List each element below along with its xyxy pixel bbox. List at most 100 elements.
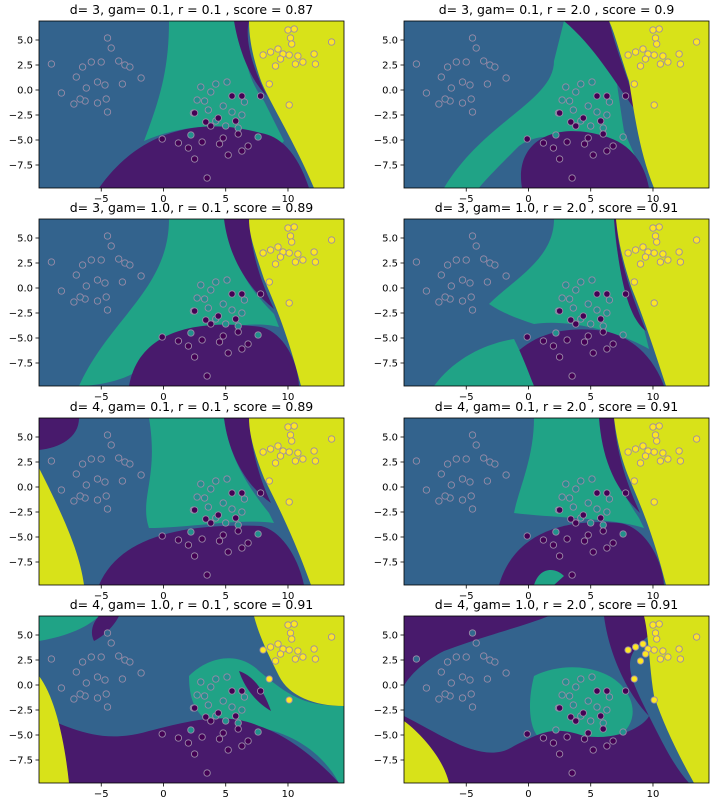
x-tick-label: 5: [588, 789, 594, 800]
data-point: [288, 238, 296, 246]
data-point: [82, 282, 90, 290]
data-point: [190, 506, 199, 514]
data-point: [435, 100, 443, 108]
data-point: [569, 106, 577, 114]
data-point: [286, 34, 295, 42]
data-point: [468, 306, 477, 314]
data-point: [212, 80, 220, 88]
data-point: [587, 717, 595, 725]
data-point: [502, 471, 510, 479]
data-point: [47, 258, 56, 266]
data-point: [603, 111, 611, 119]
data-point: [271, 62, 280, 70]
y-tick-label: −7.5: [374, 359, 398, 370]
data-point: [222, 717, 230, 725]
data-point: [572, 485, 580, 493]
data-point: [285, 646, 293, 654]
data-point: [193, 294, 201, 302]
x-tick-label: 5: [223, 392, 229, 403]
data-point: [619, 133, 627, 141]
data-point: [187, 329, 195, 337]
data-point: [502, 74, 510, 82]
data-point: [266, 445, 275, 453]
subplot-5: d= 4, gam= 0.1, r = 0.1 , score = 0.89 −5…: [9, 399, 345, 602]
data-point: [158, 730, 166, 738]
data-point: [207, 519, 215, 527]
data-point: [187, 528, 195, 536]
data-point: [569, 503, 577, 511]
data-point: [549, 541, 558, 549]
data-point: [285, 696, 293, 704]
data-point: [587, 122, 595, 130]
data-point: [599, 124, 607, 132]
data-point: [70, 298, 78, 306]
data-point: [599, 527, 607, 535]
data-point: [103, 34, 112, 42]
data-point: [650, 299, 658, 307]
data-point: [240, 495, 249, 503]
data-point: [580, 140, 589, 148]
data-point: [103, 431, 112, 439]
x-tick-label: 10: [282, 392, 295, 403]
axes-frame: [38, 615, 345, 784]
data-point: [631, 643, 640, 651]
data-point: [82, 84, 90, 92]
data-point: [636, 657, 645, 665]
data-point: [265, 675, 273, 683]
data-point: [619, 331, 627, 339]
data-point: [563, 733, 571, 741]
data-point: [468, 629, 477, 637]
axes-frame: [38, 218, 345, 387]
subplot-title: d= 4, gam= 0.1, r = 2.0 , score = 0.91: [434, 399, 679, 414]
data-point: [676, 258, 685, 266]
data-point: [452, 256, 460, 264]
data-point: [641, 650, 650, 658]
data-point: [437, 668, 445, 676]
data-point: [580, 338, 589, 346]
data-point: [593, 703, 601, 711]
y-tick-label: 0.0: [17, 86, 33, 97]
decision-region: [189, 658, 344, 783]
data-point: [238, 489, 246, 497]
data-point: [259, 249, 267, 257]
data-point: [437, 73, 445, 81]
data-point: [118, 278, 127, 286]
data-point: [412, 60, 421, 68]
decision-region: [39, 418, 79, 450]
data-point: [572, 122, 580, 130]
data-point: [558, 493, 566, 501]
data-point: [285, 249, 293, 257]
data-point: [219, 531, 227, 539]
data-point: [215, 338, 224, 346]
data-point: [468, 505, 477, 513]
data-point: [266, 48, 275, 56]
data-point: [291, 655, 300, 663]
data-point: [580, 735, 589, 743]
data-point: [274, 442, 282, 450]
data-point: [565, 494, 574, 502]
data-point: [579, 114, 587, 122]
data-point: [650, 51, 658, 59]
data-point: [266, 643, 275, 651]
data-point: [234, 322, 242, 330]
y-tick-label: 2.5: [17, 458, 33, 469]
data-point: [472, 44, 480, 52]
data-point: [215, 537, 224, 545]
data-point: [223, 673, 231, 681]
data-point: [115, 57, 123, 65]
data-point: [502, 272, 510, 280]
y-tick-label: 0.0: [382, 483, 398, 494]
data-point: [126, 63, 134, 71]
y-tick-label: 2.5: [17, 61, 33, 72]
data-point: [240, 693, 249, 701]
data-point: [207, 320, 215, 328]
data-point: [198, 535, 206, 543]
data-point: [435, 298, 443, 306]
data-point: [327, 236, 336, 244]
data-point: [458, 673, 467, 681]
data-point: [276, 650, 285, 658]
data-point: [207, 286, 215, 294]
data-point: [676, 655, 685, 663]
data-point: [539, 139, 548, 147]
data-point: [664, 256, 672, 264]
